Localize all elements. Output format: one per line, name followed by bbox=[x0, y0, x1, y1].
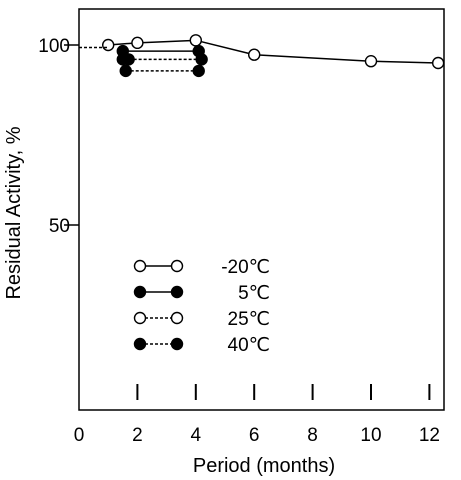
x-tick-label-10: 10 bbox=[360, 425, 381, 446]
legend-label-3: 40℃ bbox=[228, 335, 270, 356]
legend-marker-1-1 bbox=[170, 285, 184, 299]
legend-label-0: -20℃ bbox=[221, 257, 270, 278]
y-axis-title: Residual Activity, % bbox=[3, 126, 25, 299]
legend-marker-2-1 bbox=[170, 311, 184, 325]
legend-label-1: 5℃ bbox=[238, 283, 270, 304]
series-0-segment-4 bbox=[370, 60, 439, 64]
series-layer bbox=[79, 34, 445, 78]
x-axis-title: Period (months) bbox=[193, 455, 335, 477]
legend-marker-3-0 bbox=[133, 337, 147, 351]
series-0-segment-1 bbox=[137, 39, 196, 44]
axis-ticks: 0 2 4 6 8 10 12 50 100 bbox=[38, 36, 440, 446]
series-0-point-5 bbox=[431, 56, 445, 70]
series-0-point-4 bbox=[364, 55, 378, 68]
x-tick-label-6: 6 bbox=[249, 425, 260, 446]
x-tick-label-8: 8 bbox=[307, 425, 318, 446]
legend: -20℃ 5℃ 25℃ 40℃ bbox=[133, 257, 270, 356]
legend-label-2: 25℃ bbox=[228, 309, 270, 330]
y-tick-label-50: 50 bbox=[49, 216, 70, 237]
legend-marker-0-0 bbox=[133, 259, 147, 273]
series-3 bbox=[116, 53, 208, 78]
x-tick-label-2: 2 bbox=[132, 425, 143, 446]
legend-marker-3-1 bbox=[170, 337, 184, 351]
x-tick-label-12: 12 bbox=[419, 425, 440, 446]
legend-marker-2-0 bbox=[133, 311, 147, 325]
series-3-point-1 bbox=[122, 53, 135, 66]
y-tick-label-100: 100 bbox=[38, 36, 70, 57]
series-3-point-4 bbox=[192, 64, 205, 78]
series-0-segment-2 bbox=[195, 39, 255, 56]
series-0-point-0 bbox=[101, 38, 115, 52]
series-3-point-3 bbox=[119, 64, 132, 78]
legend-marker-1-0 bbox=[133, 285, 147, 299]
series-0-point-2 bbox=[189, 34, 203, 47]
series-0 bbox=[101, 34, 445, 70]
series-0-point-1 bbox=[131, 36, 144, 50]
series-3-point-2 bbox=[195, 53, 208, 66]
legend-marker-0-1 bbox=[170, 259, 184, 273]
series-0-segment-3 bbox=[254, 53, 372, 62]
x-tick-label-0: 0 bbox=[74, 425, 85, 446]
x-tick-label-4: 4 bbox=[191, 425, 202, 446]
plot-frame bbox=[78, 8, 445, 411]
series-0-point-3 bbox=[247, 48, 261, 61]
